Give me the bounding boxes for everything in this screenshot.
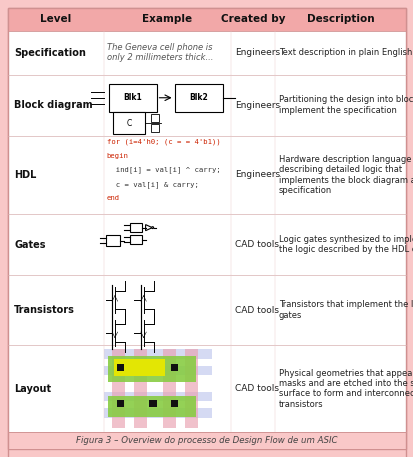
Bar [129,235,141,244]
Bar [170,400,178,407]
Bar [103,408,211,418]
Bar [184,349,197,428]
Text: end: end [106,196,119,202]
Bar [8,214,405,275]
Text: CAD tools: CAD tools [234,306,278,314]
Bar [149,400,156,407]
Text: Description: Description [306,15,373,25]
Bar [107,356,196,382]
Bar [103,366,211,375]
Bar [105,235,120,246]
Bar [129,223,141,232]
Text: begin: begin [106,153,128,159]
Polygon shape [145,224,152,231]
Bar [8,74,405,136]
Text: Partitioning the design into blocks that
implement the specification: Partitioning the design into blocks that… [278,96,413,115]
Text: Block diagram: Block diagram [14,100,93,110]
Text: Logic gates synthesized to implement
the logic described by the HDL code: Logic gates synthesized to implement the… [278,235,413,255]
Text: The Geneva cell phone is
only 2 millimeters thick...: The Geneva cell phone is only 2 millimet… [106,43,212,63]
Text: Engineers: Engineers [234,48,279,57]
Text: Hardware description language
describing detailed logic that
implements the bloc: Hardware description language describing… [278,155,413,195]
Circle shape [152,227,153,228]
Text: Layout: Layout [14,383,51,393]
Text: CAD tools: CAD tools [234,240,278,249]
Text: Physical geometries that appear on the
masks and are etched into the silicon
sur: Physical geometries that appear on the m… [278,368,413,409]
Text: Specification: Specification [14,48,85,58]
Bar [151,114,159,122]
Text: ind[i] = val[i] ^ carry;: ind[i] = val[i] ^ carry; [106,166,220,173]
Text: Engineers: Engineers [234,170,279,180]
Bar [8,432,405,449]
Text: c = val[i] & carry;: c = val[i] & carry; [106,181,198,187]
Bar [113,112,145,134]
Bar [107,396,196,417]
Text: Text description in plain English: Text description in plain English [278,48,411,57]
Text: Blk2: Blk2 [189,93,207,102]
Text: Gates: Gates [14,239,45,250]
Bar [108,84,156,112]
Bar [8,275,405,345]
Text: Level: Level [40,15,71,25]
Bar [113,359,165,376]
Bar [8,345,405,432]
Bar [116,400,124,407]
Bar [174,84,222,112]
Text: Transistors that implement the logic
gates: Transistors that implement the logic gat… [278,300,413,320]
Bar [112,349,125,428]
Bar [103,392,211,401]
Text: Engineers: Engineers [234,101,279,110]
Bar [163,349,176,428]
Bar [8,136,405,214]
Text: Example: Example [142,15,192,25]
Text: Figura 3 – Overview do processo de Design Flow de um ASIC: Figura 3 – Overview do processo de Desig… [76,436,337,445]
Text: C: C [126,119,132,128]
Text: HDL: HDL [14,170,36,180]
Bar [8,31,405,74]
Text: Created by: Created by [220,15,284,25]
Bar [8,8,405,31]
Bar [170,364,178,371]
Text: for (i=4'h0; (c = = 4'b1)): for (i=4'h0; (c = = 4'b1)) [106,138,220,144]
Bar [103,349,211,359]
Text: Transistors: Transistors [14,305,75,315]
Bar [116,364,124,371]
Text: CAD tools: CAD tools [234,384,278,393]
Text: Blk1: Blk1 [123,93,142,102]
Bar [133,349,147,428]
Bar [151,124,159,133]
